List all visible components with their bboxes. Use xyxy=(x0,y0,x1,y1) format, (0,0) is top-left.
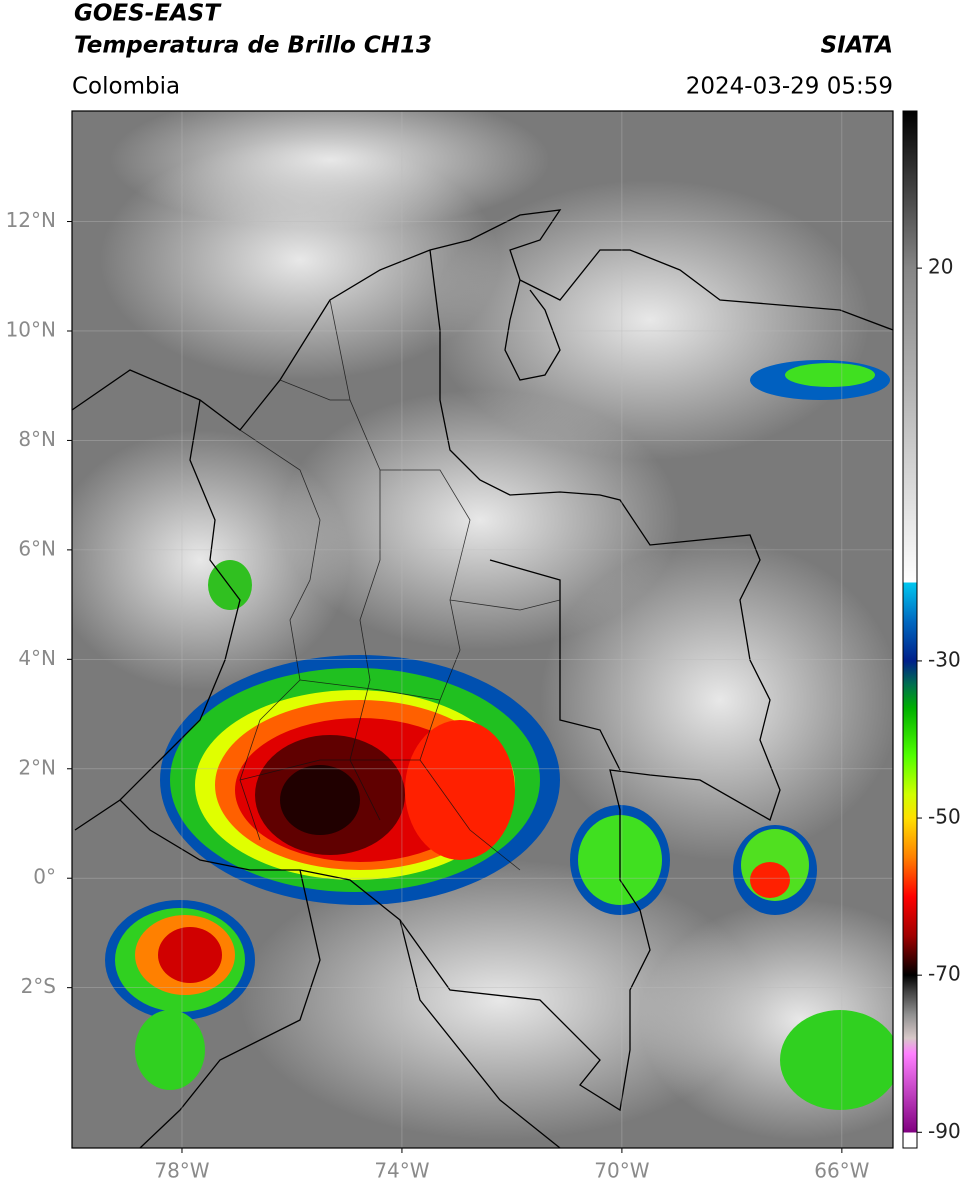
lat-label: 6°N xyxy=(18,536,56,560)
lat-label: 2°N xyxy=(18,755,56,779)
lon-label: 78°W xyxy=(154,1159,209,1183)
timestamp: 2024-03-29 05:59 xyxy=(686,74,893,100)
title: GOES-EAST xyxy=(74,1,222,27)
lat-label: 0° xyxy=(33,865,56,889)
colorbar-label: -70 xyxy=(928,962,961,986)
lat-label: 8°N xyxy=(18,427,56,451)
lat-label: 12°N xyxy=(6,208,56,232)
colorbar xyxy=(902,110,918,1149)
region: Colombia xyxy=(72,74,180,100)
lon-label: 74°W xyxy=(374,1159,429,1183)
lon-label: 70°W xyxy=(594,1159,649,1183)
colorbar-label: -30 xyxy=(928,647,961,671)
subtitle: Temperatura de Brillo CH13 xyxy=(74,33,432,59)
lat-label: 10°N xyxy=(6,317,56,341)
colorbar-label: -90 xyxy=(928,1119,961,1143)
grid xyxy=(72,111,893,1148)
colorbar-label: -50 xyxy=(928,805,961,829)
colorbar-label: 20 xyxy=(928,255,953,279)
lat-label: 4°N xyxy=(18,646,56,670)
map-frame xyxy=(71,110,894,1149)
satellite-image xyxy=(72,111,893,1148)
lat-label: 2°S xyxy=(21,974,56,998)
lon-label: 66°W xyxy=(814,1159,869,1183)
source: SIATA xyxy=(821,33,893,59)
